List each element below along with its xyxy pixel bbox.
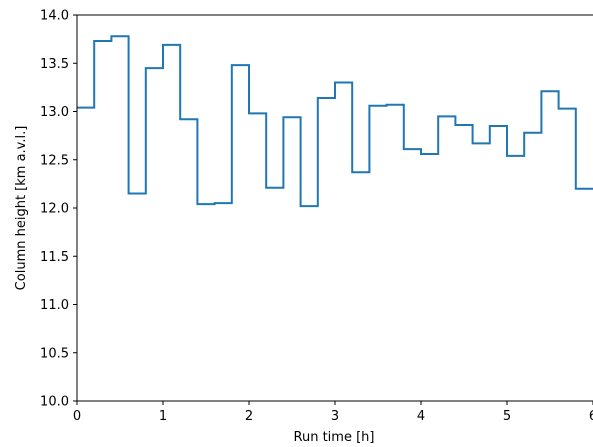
series-line-0 <box>77 35 593 208</box>
x-tick-label: 2 <box>245 409 253 424</box>
y-axis-label: Column height [km a.v.l.] <box>14 126 29 291</box>
x-tick-label: 4 <box>417 409 425 424</box>
y-tick-label: 10.5 <box>40 346 69 361</box>
y-tick-label: 11.5 <box>40 250 69 265</box>
x-tick-label: 0 <box>73 409 81 424</box>
x-tick-label: 3 <box>331 409 339 424</box>
x-tick-label: 6 <box>589 409 593 424</box>
y-tick-label: 13.5 <box>40 57 69 72</box>
y-tick-label: 10.0 <box>40 395 69 410</box>
x-axis-label: Run time [h] <box>294 430 375 445</box>
y-tick-label: 11.0 <box>40 298 69 313</box>
y-axis: 10.0 10.5 11.0 11.5 12.0 12.5 13.0 13.5 14.0 <box>40 9 77 410</box>
x-tick-label: 5 <box>503 409 511 424</box>
plot-area <box>76 14 593 402</box>
x-axis: 0 1 2 3 4 5 6 <box>73 401 593 424</box>
y-tick-label: 14.0 <box>40 9 69 24</box>
y-tick-label: 12.5 <box>40 153 69 168</box>
y-tick-label: 13.0 <box>40 105 69 120</box>
y-tick-label: 12.0 <box>40 202 69 217</box>
x-tick-label: 1 <box>159 409 167 424</box>
